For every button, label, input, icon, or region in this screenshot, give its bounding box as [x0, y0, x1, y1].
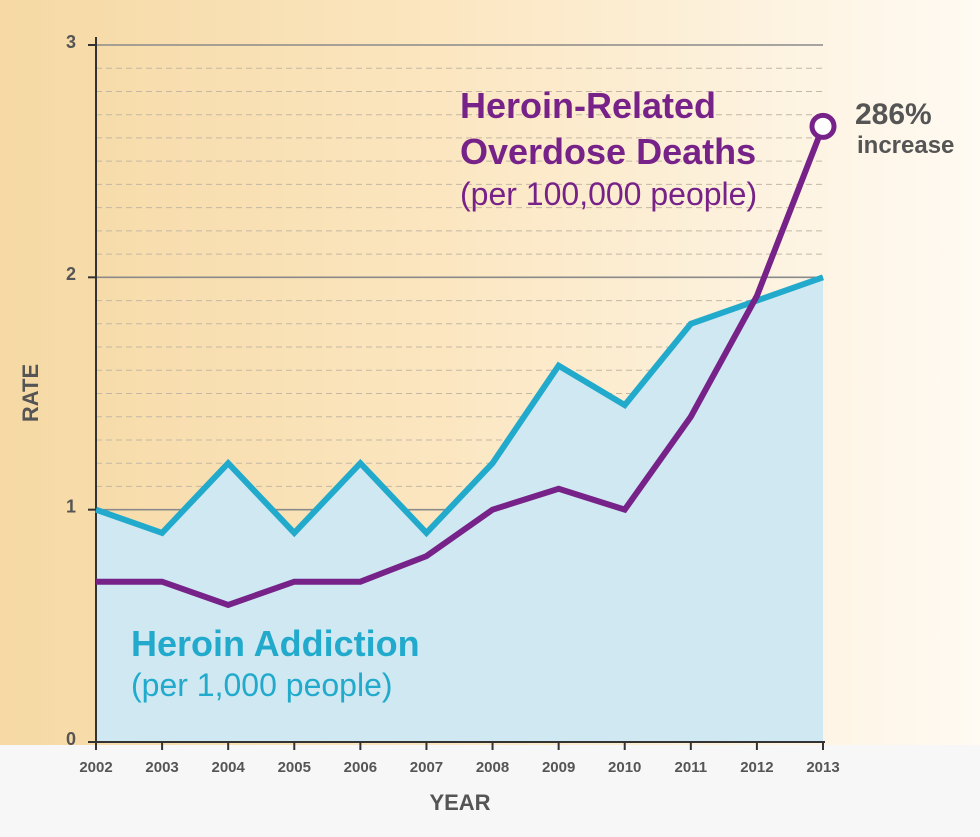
- addiction-label-title: Heroin Addiction: [131, 623, 420, 664]
- y-tick-label: 3: [66, 32, 76, 52]
- x-tick-label: 2010: [608, 759, 641, 776]
- y-tick-label: 1: [66, 496, 76, 516]
- y-axis-title: RATE: [18, 364, 43, 422]
- x-tick-label: 2002: [79, 759, 112, 776]
- increase-text: increase: [857, 132, 954, 159]
- bottom-panel: [0, 745, 980, 837]
- axes: 0 1 2 3 2002 2003 2004 2005 2006 2007 2008 2009 2010…: [66, 32, 840, 776]
- addiction-label-subtitle: (per 1,000 people): [131, 667, 393, 703]
- x-tick-label: 2003: [145, 759, 178, 776]
- series-lines: [95, 112, 837, 609]
- x-axis-title: YEAR: [429, 790, 490, 815]
- x-tick-label: 2011: [675, 759, 708, 776]
- x-tick-label: 2009: [542, 759, 575, 776]
- deaths-label-subtitle: (per 100,000 people): [460, 176, 757, 212]
- x-tick-label: 2005: [278, 759, 311, 776]
- x-tick-label: 2013: [806, 759, 839, 776]
- deaths-label-line1: Heroin-Related: [460, 85, 716, 126]
- x-tick-label: 2006: [344, 759, 377, 776]
- x-tick-label: 2004: [211, 759, 245, 776]
- deaths-line: [96, 125, 826, 609]
- x-tick-label: 2007: [410, 759, 443, 776]
- addiction-area-fill: [96, 277, 823, 742]
- y-tick-label: 0: [66, 729, 76, 749]
- y-tick-label: 2: [66, 264, 76, 284]
- x-tick-label: 2008: [476, 759, 509, 776]
- x-tick-label: 2012: [740, 759, 773, 776]
- increase-percentage: 286%: [855, 98, 932, 131]
- addiction-area: [96, 277, 823, 742]
- deaths-label-line2: Overdose Deaths: [460, 131, 756, 172]
- addiction-line: [95, 274, 824, 538]
- deaths-end-marker: [809, 112, 837, 140]
